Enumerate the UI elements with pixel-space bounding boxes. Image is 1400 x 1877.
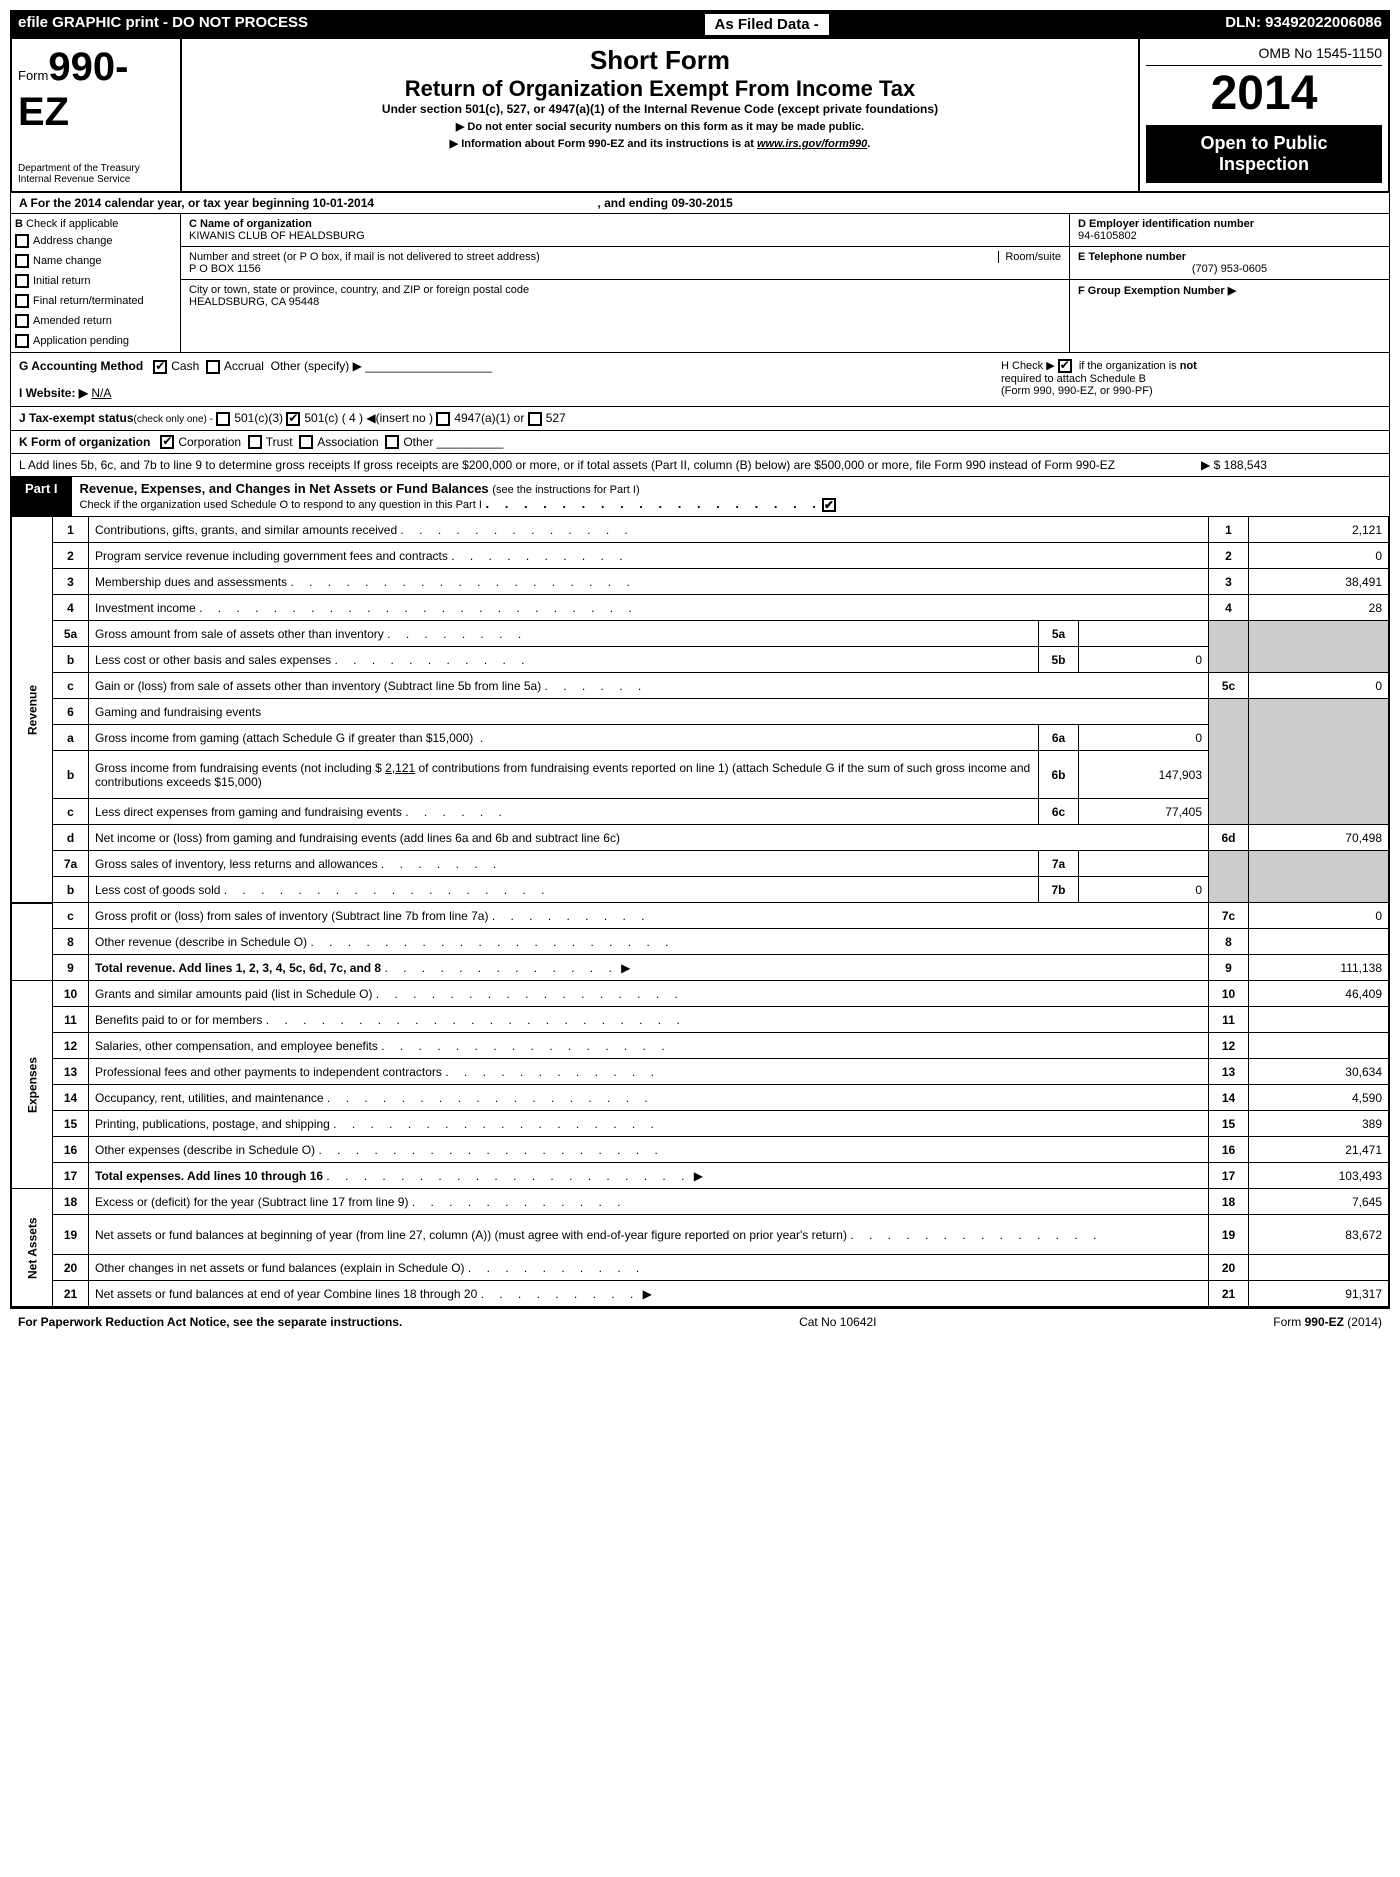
org-city: HEALDSBURG, CA 95448 [189, 296, 1061, 308]
cb-527[interactable] [528, 412, 542, 426]
room-label: Room/suite [998, 251, 1061, 263]
irs-link[interactable]: www.irs.gov/form990 [757, 138, 867, 150]
footer-formno: Form 990-EZ (2014) [1273, 1315, 1382, 1329]
cb-cash[interactable] [153, 360, 167, 374]
tax-year: 2014 [1146, 66, 1382, 121]
arrow-info: ▶ Information about Form 990-EZ and its … [202, 137, 1118, 150]
dept-treasury: Department of the Treasury [18, 163, 174, 174]
i-website: I Website: ▶ N/A [19, 386, 1001, 400]
cb-app-pending[interactable] [15, 334, 29, 348]
page-footer: For Paperwork Reduction Act Notice, see … [10, 1308, 1390, 1335]
cb-501c3[interactable] [216, 412, 230, 426]
side-expenses: Expenses [12, 981, 53, 1189]
street-label: Number and street (or P O box, if mail i… [189, 251, 998, 263]
f-group-label: F Group Exemption Number ▶ [1078, 285, 1236, 297]
cb-corporation[interactable] [160, 435, 174, 449]
irs-label: Internal Revenue Service [18, 174, 174, 185]
side-revenue: Revenue [12, 517, 53, 903]
footer-catno: Cat No 10642I [799, 1315, 876, 1329]
e-phone-value: (707) 953-0605 [1078, 263, 1381, 275]
short-form-label: Short Form [202, 45, 1118, 76]
footer-left: For Paperwork Reduction Act Notice, see … [18, 1315, 402, 1329]
cb-initial-return[interactable] [15, 274, 29, 288]
form-number: 990-EZ [18, 45, 128, 134]
cb-501c[interactable] [286, 412, 300, 426]
cb-schedule-o[interactable] [822, 498, 836, 512]
form-header: Form990-EZ Department of the Treasury In… [10, 39, 1390, 193]
cb-address-change[interactable] [15, 234, 29, 248]
e-phone-label: E Telephone number [1078, 251, 1381, 263]
org-street: P O BOX 1156 [189, 263, 1061, 275]
k-form-org: K Form of organization Corporation Trust… [11, 430, 1389, 454]
arrow-ssn: ▶ Do not enter social security numbers o… [202, 120, 1118, 133]
part1-title: Revenue, Expenses, and Changes in Net As… [72, 477, 1389, 516]
cb-other-org[interactable] [385, 435, 399, 449]
omb-number: OMB No 1545-1150 [1146, 45, 1382, 66]
section-b: B Check if applicable Address change Nam… [11, 214, 181, 352]
under-section: Under section 501(c), 527, or 4947(a)(1)… [202, 102, 1118, 116]
c-name-label: C Name of organization [189, 218, 1061, 230]
cb-amended[interactable] [15, 314, 29, 328]
city-label: City or town, state or province, country… [189, 284, 1061, 296]
cb-final-return[interactable] [15, 294, 29, 308]
topbar-left: efile GRAPHIC print - DO NOT PROCESS [18, 14, 308, 35]
j-tax-exempt: J Tax-exempt status(check only one) - 50… [11, 406, 1389, 430]
l-amount: ▶ $ 188,543 [1201, 458, 1381, 472]
form-prefix: Form [18, 68, 48, 83]
topbar-dln: DLN: 93492022006086 [1225, 14, 1382, 35]
g-accounting: G Accounting Method Cash Accrual Other (… [19, 359, 1001, 374]
line-a: A For the 2014 calendar year, or tax yea… [11, 193, 1389, 213]
org-name: KIWANIS CLUB OF HEALDSBURG [189, 230, 1061, 242]
return-title: Return of Organization Exempt From Incom… [202, 76, 1118, 102]
part1-header: Part I [11, 477, 72, 516]
cb-accrual[interactable] [206, 360, 220, 374]
topbar-mid: As Filed Data - [705, 14, 829, 35]
part1-table: Revenue 1 Contributions, gifts, grants, … [11, 516, 1389, 1307]
cb-4947[interactable] [436, 412, 450, 426]
cb-h-not-required[interactable] [1058, 359, 1072, 373]
side-netassets: Net Assets [12, 1189, 53, 1307]
efile-topbar: efile GRAPHIC print - DO NOT PROCESS As … [10, 10, 1390, 39]
d-ein-label: D Employer identification number [1078, 218, 1381, 230]
d-ein-value: 94-6105802 [1078, 230, 1381, 242]
cb-trust[interactable] [248, 435, 262, 449]
cb-association[interactable] [299, 435, 313, 449]
l-gross-receipts: L Add lines 5b, 6c, and 7b to line 9 to … [11, 453, 1389, 476]
cb-name-change[interactable] [15, 254, 29, 268]
h-check: H Check ▶ if the organization is not req… [1001, 359, 1381, 400]
open-public-box: Open to Public Inspection [1146, 125, 1382, 183]
